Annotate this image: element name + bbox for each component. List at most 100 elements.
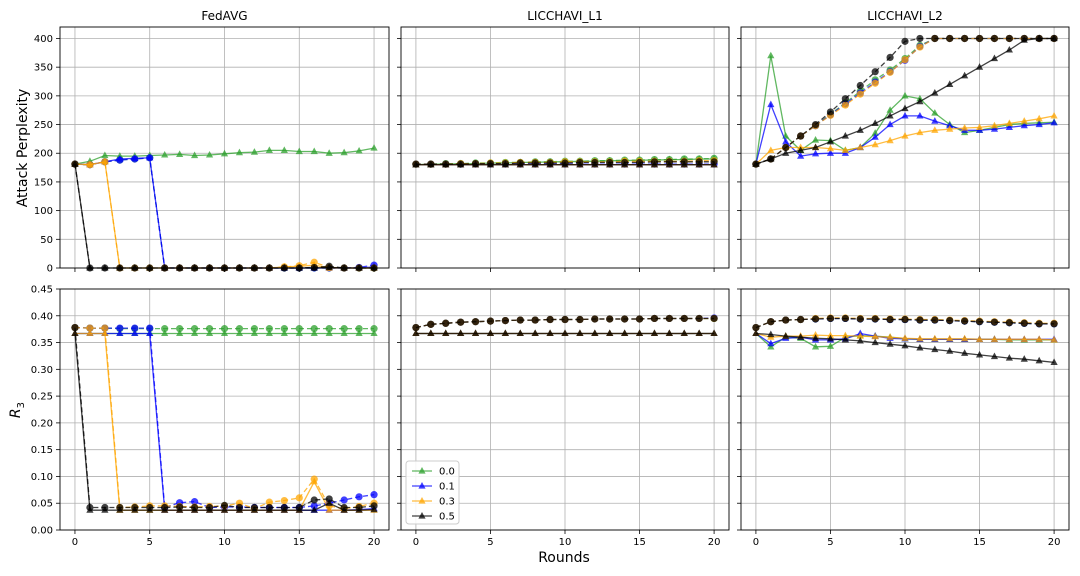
data-point xyxy=(856,332,864,339)
data-point xyxy=(471,159,480,168)
data-point xyxy=(325,149,333,156)
data-point xyxy=(340,325,348,333)
data-point xyxy=(471,318,480,326)
data-point xyxy=(355,146,363,154)
data-point xyxy=(975,63,984,70)
data-point xyxy=(340,503,348,512)
data-point xyxy=(975,335,984,342)
y-tick-label: 300 xyxy=(34,91,53,102)
data-point xyxy=(871,140,879,148)
data-point xyxy=(856,315,864,323)
data-point xyxy=(841,146,849,153)
data-point xyxy=(695,158,703,166)
data-point xyxy=(1035,320,1043,328)
data-point xyxy=(931,117,939,124)
data-point xyxy=(1035,356,1043,364)
data-point xyxy=(1035,34,1043,43)
data-point xyxy=(782,143,790,152)
series-0.5-solid xyxy=(412,329,718,337)
data-point xyxy=(516,316,524,324)
data-point xyxy=(310,502,318,510)
data-point xyxy=(710,329,718,337)
data-point xyxy=(901,111,909,119)
x-tick-label: 15 xyxy=(973,537,986,548)
data-point xyxy=(752,329,760,337)
data-point xyxy=(205,325,214,333)
data-point xyxy=(116,156,124,164)
data-point xyxy=(1050,335,1058,343)
data-point xyxy=(1020,34,1028,43)
data-point xyxy=(265,325,273,333)
data-point xyxy=(782,332,790,339)
ylabel-r3: R3 xyxy=(8,402,27,418)
data-point xyxy=(370,502,378,510)
data-point xyxy=(916,34,924,43)
data-point xyxy=(265,329,273,337)
data-point xyxy=(220,501,229,509)
data-point xyxy=(782,316,790,324)
data-point xyxy=(886,106,894,113)
data-point xyxy=(531,159,539,167)
data-point xyxy=(220,329,229,337)
data-point xyxy=(695,329,703,337)
data-point xyxy=(767,100,775,108)
data-point xyxy=(710,314,718,323)
series-line xyxy=(755,317,1055,329)
data-point xyxy=(310,475,318,483)
y-tick-label: 0.00 xyxy=(31,526,53,537)
data-point xyxy=(86,161,94,169)
data-point xyxy=(826,334,835,342)
data-point xyxy=(501,329,509,337)
data-point xyxy=(190,325,199,333)
data-point xyxy=(205,503,214,512)
y-tick-label: 0.30 xyxy=(31,365,53,376)
data-point xyxy=(856,336,864,344)
data-point xyxy=(767,155,775,163)
series-line xyxy=(415,317,715,329)
data-point xyxy=(826,342,835,349)
data-point xyxy=(990,335,999,342)
data-point xyxy=(131,329,139,337)
data-point xyxy=(871,79,879,87)
data-point xyxy=(901,56,909,64)
y-tick-label: 0.35 xyxy=(31,338,53,349)
legend-label: 0.5 xyxy=(439,512,455,523)
data-point xyxy=(161,325,169,333)
data-point xyxy=(412,329,420,337)
data-point xyxy=(250,329,259,337)
xlabel-rounds: Rounds xyxy=(538,550,590,566)
data-point xyxy=(826,149,835,156)
data-point xyxy=(975,350,984,358)
legend-label: 0.3 xyxy=(439,497,455,508)
data-point xyxy=(146,154,154,162)
data-point xyxy=(1050,358,1058,365)
data-point xyxy=(916,43,924,51)
data-point xyxy=(856,90,864,98)
x-tick-label: 5 xyxy=(827,537,833,548)
data-point xyxy=(176,329,184,337)
data-point xyxy=(1005,354,1013,361)
data-point xyxy=(442,329,450,337)
data-point xyxy=(355,325,363,333)
ylabel-attack-perplexity: Attack Perplexity xyxy=(15,89,31,208)
legend-marker xyxy=(418,512,426,519)
data-point xyxy=(71,329,79,337)
data-point xyxy=(650,314,659,323)
legend-entry: 0.0 xyxy=(412,467,455,478)
data-point xyxy=(340,496,348,504)
data-point xyxy=(280,329,288,337)
data-point xyxy=(1035,335,1043,342)
panel-title: LICCHAVI_L2 xyxy=(867,9,943,23)
data-point xyxy=(1020,335,1028,342)
data-point xyxy=(961,34,969,43)
data-point xyxy=(797,132,805,140)
data-point xyxy=(310,329,318,337)
x-tick-label: 0 xyxy=(413,537,419,548)
y-tick-label: 150 xyxy=(34,177,53,188)
data-point xyxy=(295,325,303,333)
data-point xyxy=(990,34,999,43)
data-point xyxy=(606,315,614,323)
series-0.1-solid xyxy=(752,100,1058,167)
data-point xyxy=(856,81,864,90)
data-point xyxy=(916,334,924,342)
